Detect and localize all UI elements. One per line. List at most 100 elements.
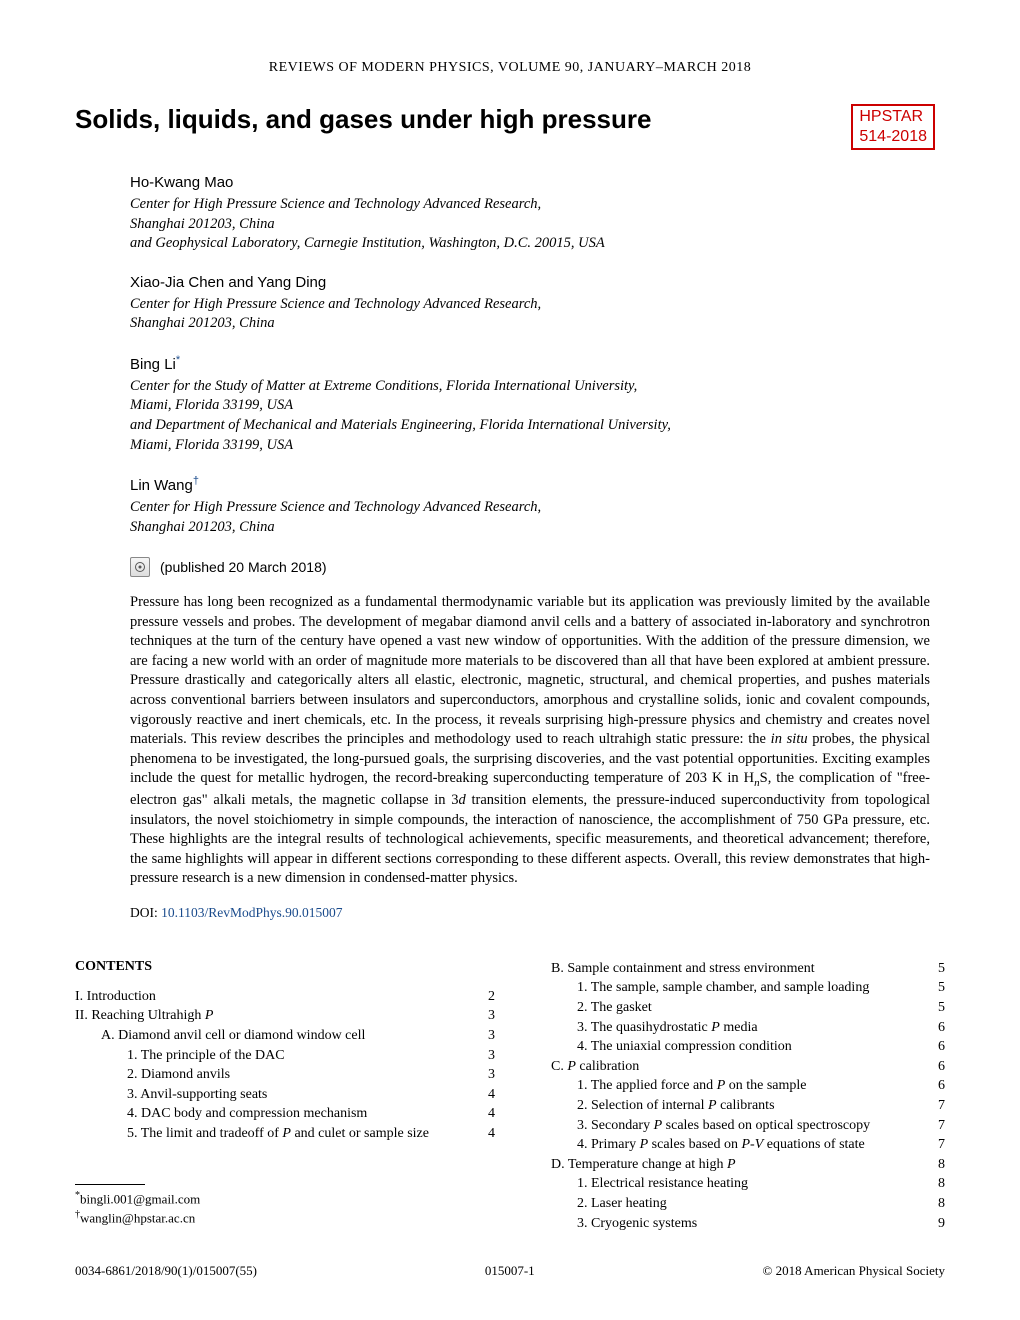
author-block: Xiao-Jia Chen and Yang Ding Center for Hi… (130, 274, 945, 334)
toc-label: A. Diamond anvil cell or diamond window … (75, 1026, 477, 1046)
publication-row: (published 20 March 2018) (130, 557, 945, 577)
footer-left: 0034-6861/2018/90(1)/015007(55) (75, 1263, 257, 1279)
article-title: Solids, liquids, and gases under high pr… (75, 104, 651, 135)
toc-row: A. Diamond anvil cell or diamond window … (75, 1026, 495, 1046)
toc-row: 4. The uniaxial compression condition6 (525, 1037, 945, 1057)
toc-row: 2. Laser heating8 (525, 1194, 945, 1214)
toc-label: 4. DAC body and compression mechanism (75, 1104, 477, 1124)
footer-right: © 2018 American Physical Society (763, 1263, 945, 1279)
affiliation-line: Center for High Pressure Science and Tec… (130, 498, 945, 518)
toc-page: 6 (927, 1018, 945, 1038)
toc-label: 4. The uniaxial compression condition (525, 1037, 927, 1057)
link-icon-svg (134, 561, 146, 573)
toc-label: 1. The principle of the DAC (75, 1046, 477, 1066)
author-name: Bing Li* (130, 354, 945, 373)
contents-heading: CONTENTS (75, 959, 495, 975)
toc-label: 1. Electrical resistance heating (525, 1174, 927, 1194)
toc-row: 3. Secondary P scales based on optical s… (525, 1116, 945, 1136)
page-footer: 0034-6861/2018/90(1)/015007(55) 015007-1… (75, 1263, 945, 1279)
toc-label: 2. Laser heating (525, 1194, 927, 1214)
toc-page: 4 (477, 1104, 495, 1124)
toc-label: 4. Primary P scales based on P-V equatio… (525, 1135, 927, 1155)
affiliation-line: and Department of Mechanical and Materia… (130, 416, 945, 436)
toc-row: C. P calibration6 (525, 1057, 945, 1077)
toc-page: 5 (927, 998, 945, 1018)
toc-label: I. Introduction (75, 987, 477, 1007)
toc-row: II. Reaching Ultrahigh P3 (75, 1006, 495, 1026)
toc-row: 3. Cryogenic systems9 (525, 1214, 945, 1234)
toc-page: 3 (477, 1046, 495, 1066)
toc-page: 6 (927, 1076, 945, 1096)
toc-row: 3. The quasihydrostatic P media6 (525, 1018, 945, 1038)
toc-page: 8 (927, 1194, 945, 1214)
toc-row: 1. The sample, sample chamber, and sampl… (525, 978, 945, 998)
toc-page: 3 (477, 1006, 495, 1026)
doi-link[interactable]: 10.1103/RevModPhys.90.015007 (161, 905, 342, 920)
author-name: Lin Wang† (130, 475, 945, 494)
affiliation-line: Shanghai 201203, China (130, 215, 945, 235)
toc-page: 9 (927, 1214, 945, 1234)
crossmark-icon[interactable] (130, 557, 150, 577)
footnote-text: bingli.001@gmail.com (80, 1191, 200, 1206)
toc-label: 1. The sample, sample chamber, and sampl… (525, 978, 927, 998)
author-block: Bing Li* Center for the Study of Matter a… (130, 354, 945, 455)
toc-page: 5 (927, 959, 945, 979)
toc-label: II. Reaching Ultrahigh P (75, 1006, 477, 1026)
toc-label: B. Sample containment and stress environ… (525, 959, 927, 979)
footnote-text: wanglin@hpstar.ac.cn (80, 1210, 195, 1225)
toc-right-list: B. Sample containment and stress environ… (525, 959, 945, 1233)
toc-row: 2. Selection of internal P calibrants7 (525, 1096, 945, 1116)
toc-row: 3. Anvil-supporting seats4 (75, 1085, 495, 1105)
toc-label: 3. The quasihydrostatic P media (525, 1018, 927, 1038)
author-footnote-symbol: * (176, 354, 180, 366)
affiliation-line: Center for the Study of Matter at Extrem… (130, 377, 945, 397)
footnote: †wanglin@hpstar.ac.cn (75, 1208, 495, 1227)
toc-row: B. Sample containment and stress environ… (525, 959, 945, 979)
affiliation-line: Shanghai 201203, China (130, 518, 945, 538)
toc-page: 3 (477, 1026, 495, 1046)
toc-page: 8 (927, 1174, 945, 1194)
toc-page: 7 (927, 1096, 945, 1116)
toc-left-column: CONTENTS I. Introduction2II. Reaching Ul… (75, 959, 495, 1233)
toc-page: 6 (927, 1057, 945, 1077)
abstract: Pressure has long been recognized as a f… (130, 593, 930, 889)
author-footnote-symbol: † (193, 475, 199, 487)
affiliation-line: and Geophysical Laboratory, Carnegie Ins… (130, 234, 945, 254)
toc-row: D. Temperature change at high P8 (525, 1155, 945, 1175)
hpstar-badge: HPSTAR 514-2018 (851, 104, 935, 150)
toc-row: 4. DAC body and compression mechanism4 (75, 1104, 495, 1124)
footnotes: *bingli.001@gmail.com†wanglin@hpstar.ac.… (75, 1184, 495, 1227)
affiliation-line: Center for High Pressure Science and Tec… (130, 295, 945, 315)
title-row: Solids, liquids, and gases under high pr… (75, 104, 945, 150)
toc-page: 6 (927, 1037, 945, 1057)
contents-area: CONTENTS I. Introduction2II. Reaching Ul… (75, 959, 945, 1233)
affiliation-line: Miami, Florida 33199, USA (130, 436, 945, 456)
toc-page: 4 (477, 1124, 495, 1144)
publication-date: (published 20 March 2018) (160, 559, 327, 575)
affiliation-line: Shanghai 201203, China (130, 314, 945, 334)
toc-row: 1. Electrical resistance heating8 (525, 1174, 945, 1194)
toc-row: I. Introduction2 (75, 987, 495, 1007)
affiliation-line: Center for High Pressure Science and Tec… (130, 195, 945, 215)
toc-label: 3. Secondary P scales based on optical s… (525, 1116, 927, 1136)
author-name: Ho-Kwang Mao (130, 174, 945, 191)
toc-row: 5. The limit and tradeoff of P and culet… (75, 1124, 495, 1144)
toc-page: 7 (927, 1116, 945, 1136)
toc-label: D. Temperature change at high P (525, 1155, 927, 1175)
toc-page: 7 (927, 1135, 945, 1155)
toc-label: C. P calibration (525, 1057, 927, 1077)
author-block: Ho-Kwang Mao Center for High Pressure Sci… (130, 174, 945, 254)
toc-row: 1. The applied force and P on the sample… (525, 1076, 945, 1096)
toc-label: 3. Cryogenic systems (525, 1214, 927, 1234)
toc-label: 2. The gasket (525, 998, 927, 1018)
doi-row: DOI: 10.1103/RevModPhys.90.015007 (130, 905, 945, 921)
author-name: Xiao-Jia Chen and Yang Ding (130, 274, 945, 291)
toc-label: 1. The applied force and P on the sample (525, 1076, 927, 1096)
toc-page: 5 (927, 978, 945, 998)
toc-label: 5. The limit and tradeoff of P and culet… (75, 1124, 477, 1144)
footer-center: 015007-1 (485, 1263, 535, 1279)
footnotes-rule (75, 1184, 145, 1185)
toc-label: 2. Selection of internal P calibrants (525, 1096, 927, 1116)
toc-page: 4 (477, 1085, 495, 1105)
toc-page: 8 (927, 1155, 945, 1175)
